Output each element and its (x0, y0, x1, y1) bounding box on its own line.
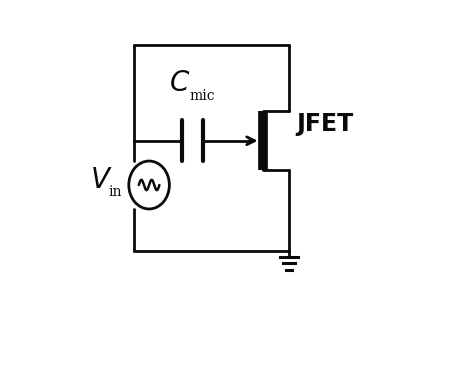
Text: mic: mic (190, 89, 216, 103)
Text: JFET: JFET (296, 112, 353, 136)
Text: in: in (108, 185, 121, 199)
Text: $V$: $V$ (90, 167, 112, 194)
Text: $C$: $C$ (169, 70, 190, 97)
